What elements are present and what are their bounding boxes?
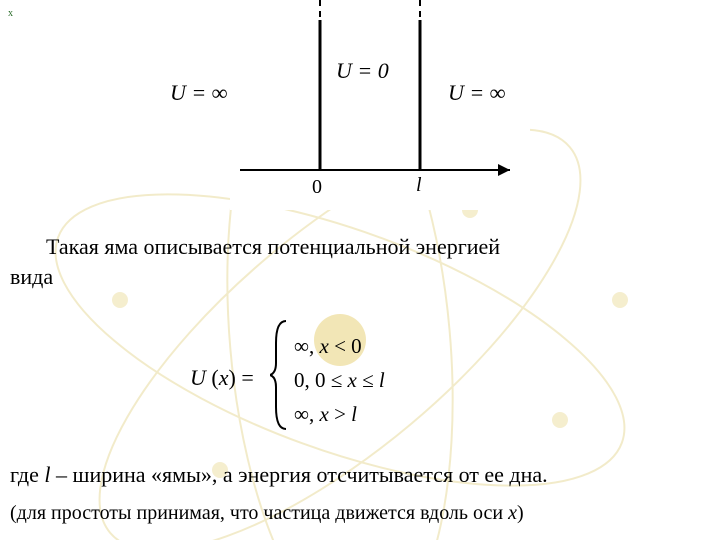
axis-tick-l: l (416, 174, 422, 197)
para1-line2: вида (10, 264, 53, 289)
equation-lhs: U (x) = (190, 365, 254, 391)
paragraph-1: Такая яма описывается потенциальной энер… (10, 232, 710, 291)
equation-piecewise: U (x) = ∞, x < 0 0, 0 ≤ x ≤ l ∞, x > l (190, 325, 530, 435)
para1-line1: Такая яма описывается потенциальной энер… (46, 234, 500, 259)
potential-well-diagram: U = ∞ U = 0 U = ∞ 0 l (230, 0, 530, 210)
brace-icon (270, 319, 292, 431)
label-U-center: U = 0 (336, 58, 389, 84)
corner-mark: x (8, 8, 13, 19)
label-U-right: U = ∞ (448, 80, 505, 106)
page-root: x U = ∞ U = 0 U = ∞ 0 l Такая яма описыв… (0, 0, 720, 540)
axis-tick-0: 0 (312, 176, 322, 199)
x-axis-arrow (498, 164, 510, 176)
equation-cases: ∞, x < 0 0, 0 ≤ x ≤ l ∞, x > l (294, 329, 385, 431)
label-U-left: U = ∞ (170, 80, 227, 106)
paragraph-3: (для простоты принимая, что частица движ… (10, 500, 715, 527)
case-1: ∞, x < 0 (294, 329, 385, 363)
case-3: ∞, x > l (294, 397, 385, 431)
paragraph-2: где l – ширина «ямы», а энергия отсчитыв… (10, 460, 715, 490)
case-2: 0, 0 ≤ x ≤ l (294, 363, 385, 397)
